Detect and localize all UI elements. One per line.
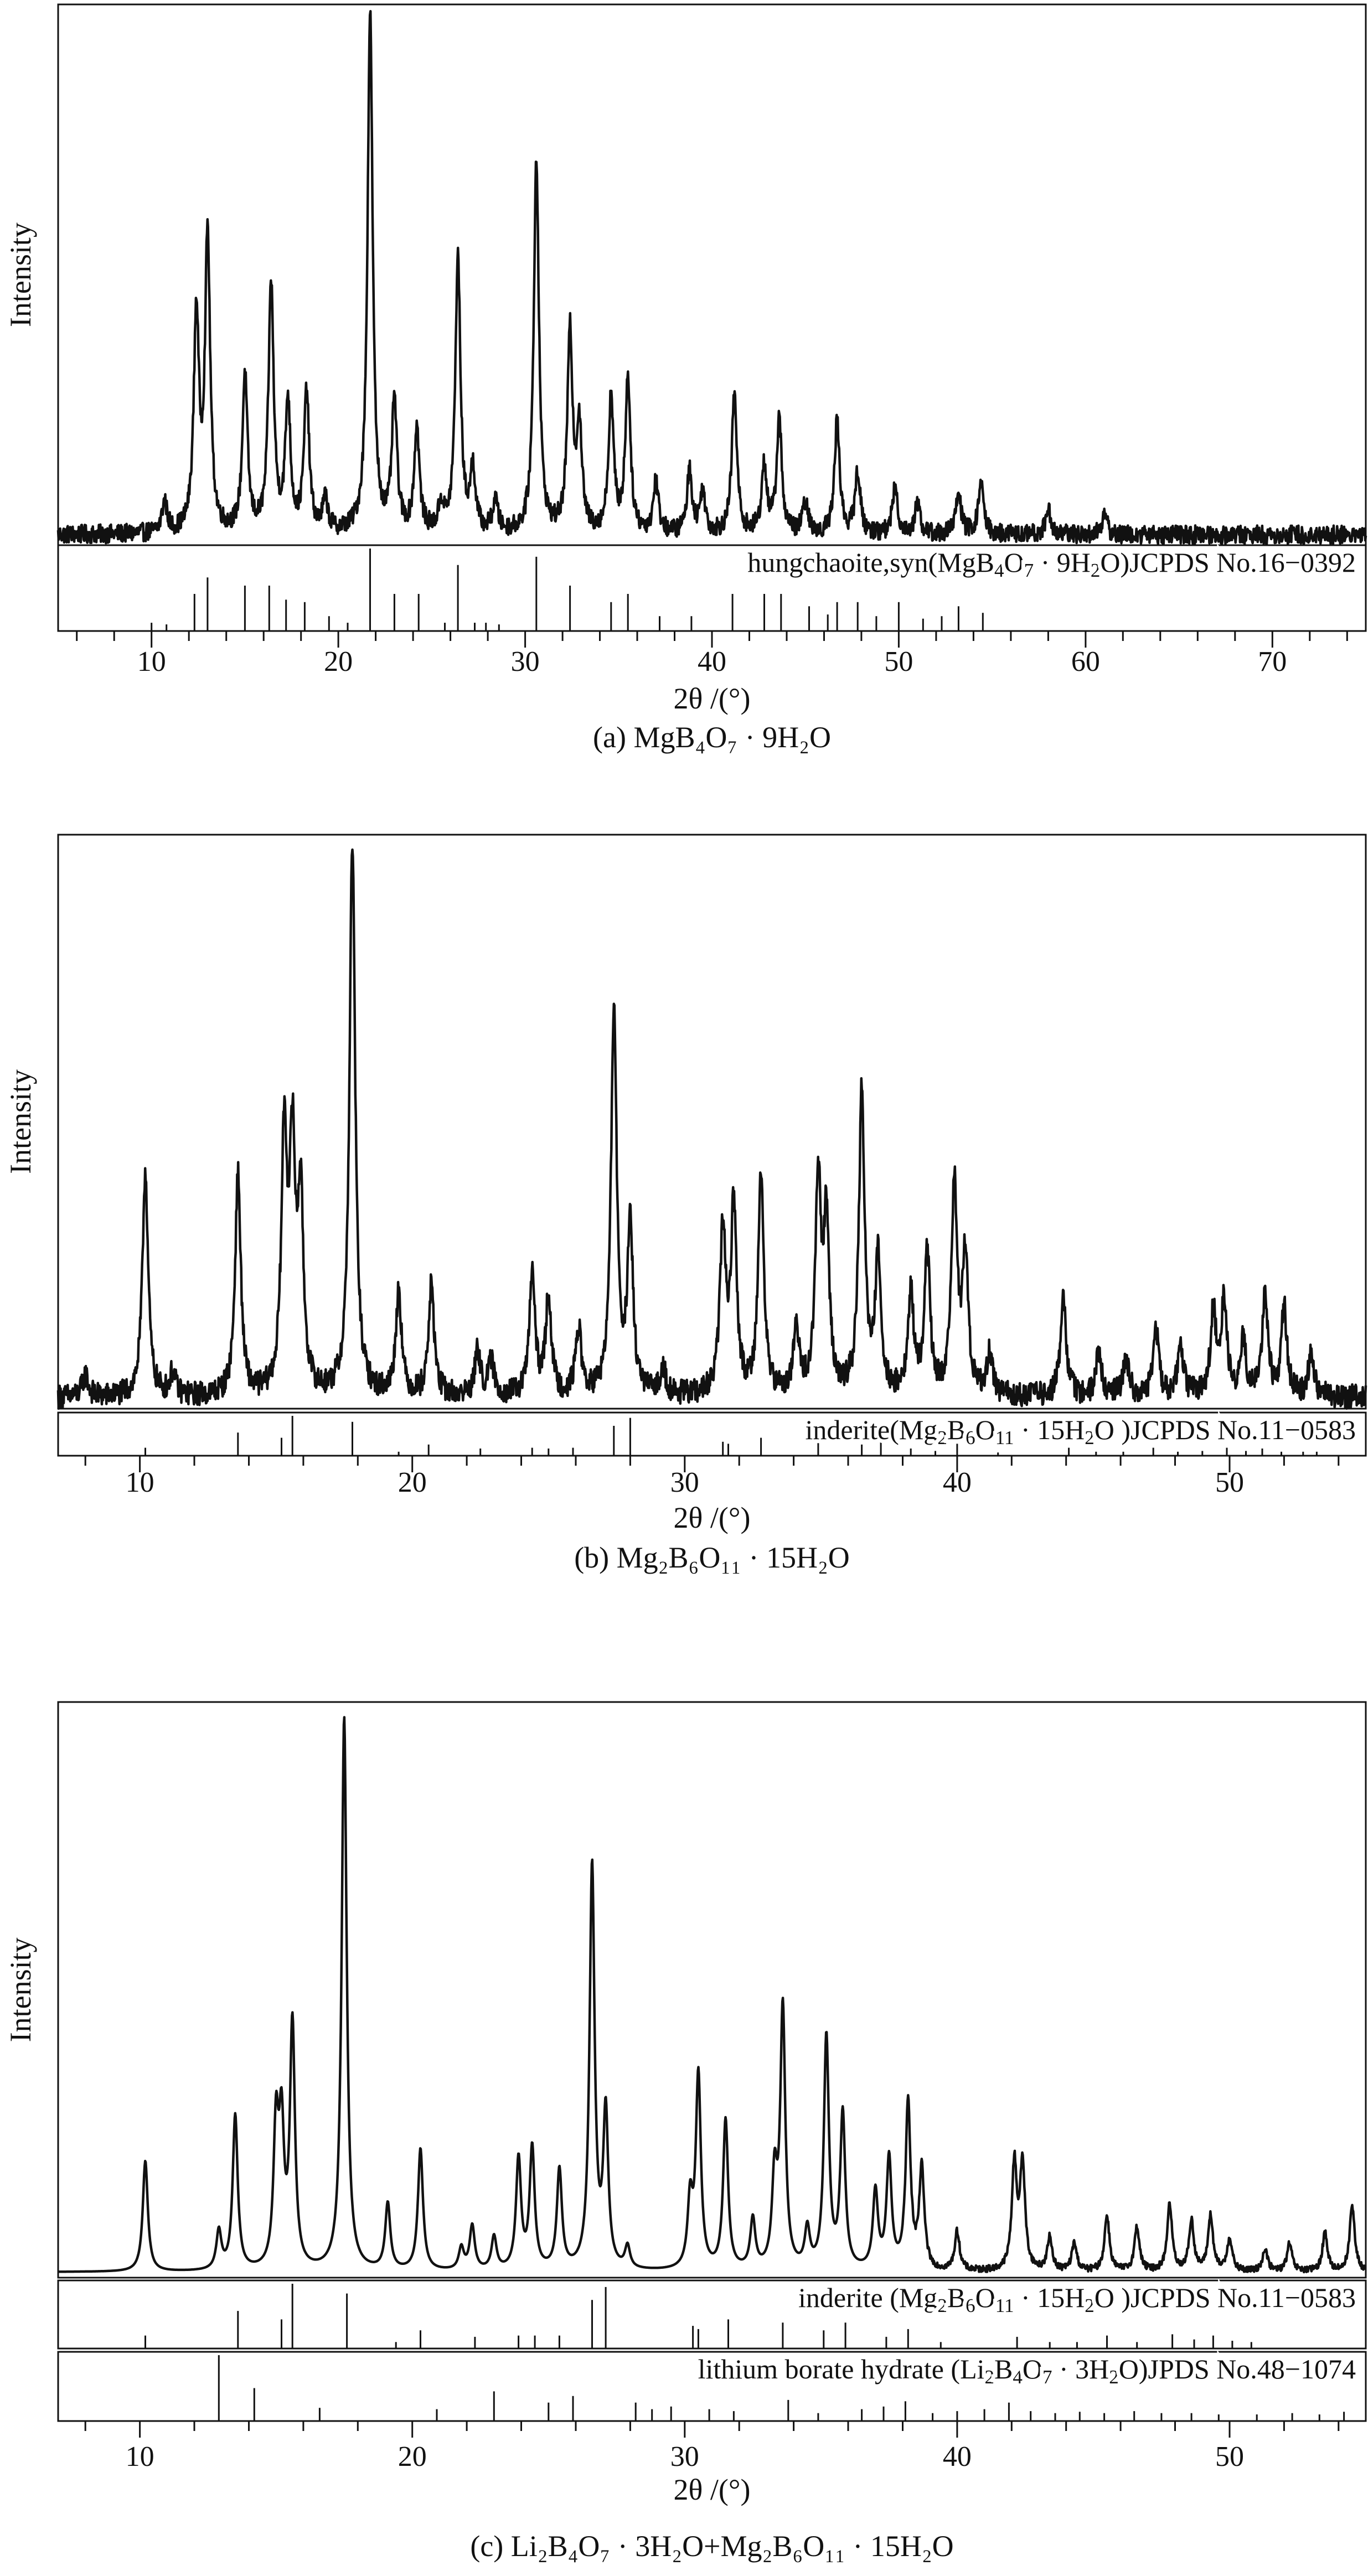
reference-label: lithium borate hydrate (Li2B4O7 · 3H2O)J…	[698, 2353, 1356, 2388]
reference-label: inderite (Mg2B6O11 · 15H2O )JCPDS No.11−…	[798, 2282, 1356, 2316]
x-tick-label: 70	[1258, 646, 1287, 677]
main-plot-frame	[57, 3, 1367, 546]
y-axis-label: Intensity	[4, 223, 37, 327]
panel-b-chart: inderite(Mg2B6O11 · 15H2O )JCPDS No.11−0…	[4, 834, 1367, 1574]
diffraction-peak	[291, 1165, 293, 1167]
x-axis-label: 2θ /(°)	[674, 2473, 751, 2506]
x-tick-label: 40	[943, 2441, 972, 2472]
x-tick-label: 10	[126, 1467, 154, 1498]
x-axis-label: 2θ /(°)	[674, 682, 751, 715]
reference-label: hungchaoite,syn(MgB4O7 · 9H2O)JCPDS No.1…	[747, 547, 1356, 581]
y-axis-label: Intensity	[4, 1938, 37, 2042]
panel-a-chart: hungchaoite,syn(MgB4O7 · 9H2O)JCPDS No.1…	[4, 3, 1367, 754]
xrd-pattern-line	[56, 10, 1367, 546]
x-tick-label: 20	[324, 646, 353, 677]
x-tick-label: 30	[670, 2441, 699, 2472]
x-tick-label: 30	[670, 1467, 699, 1498]
xrd-pattern-line	[56, 848, 1367, 1410]
diffraction-peak	[281, 2138, 283, 2140]
panel-caption: (b) Mg₂B₆O₁₁ · 15H₂O	[574, 1541, 850, 1574]
x-tick-label: 30	[511, 646, 540, 677]
main-plot-frame	[57, 834, 1367, 1410]
reference-pattern-frame	[57, 2279, 1367, 2350]
diffraction-peak	[440, 508, 442, 510]
main-plot-frame	[57, 1701, 1367, 2279]
y-axis-label: Intensity	[4, 1069, 37, 1174]
x-tick-label: 40	[943, 1467, 972, 1498]
x-tick-label: 10	[126, 2441, 154, 2472]
x-tick-label: 40	[698, 646, 726, 677]
reference-pattern-frame	[57, 1411, 1367, 1457]
panel-caption: (c) Li₂B₄O₇ · 3H₂O+Mg₂B₆O₁₁ · 15H₂O	[470, 2530, 953, 2563]
x-tick-label: 50	[884, 646, 913, 677]
diffraction-peak	[352, 845, 354, 847]
x-axis-label: 2θ /(°)	[674, 1501, 751, 1534]
reference-label: inderite(Mg2B6O11 · 15H2O )JCPDS No.11−0…	[805, 1414, 1356, 1449]
x-tick-label: 20	[398, 2441, 427, 2472]
x-tick-label: 50	[1215, 1467, 1244, 1498]
xrd-pattern-line	[57, 1716, 1367, 2274]
reference-pattern-frame	[57, 2351, 1367, 2422]
x-tick-label: 20	[398, 1467, 427, 1498]
panel-c-chart: inderite (Mg2B6O11 · 15H2O )JCPDS No.11−…	[4, 1701, 1367, 2563]
panel-caption: (a) MgB₄O₇ · 9H₂O	[593, 721, 831, 754]
x-tick-label: 60	[1071, 646, 1100, 677]
x-tick-label: 50	[1215, 2441, 1244, 2472]
x-tick-label: 10	[137, 646, 166, 677]
